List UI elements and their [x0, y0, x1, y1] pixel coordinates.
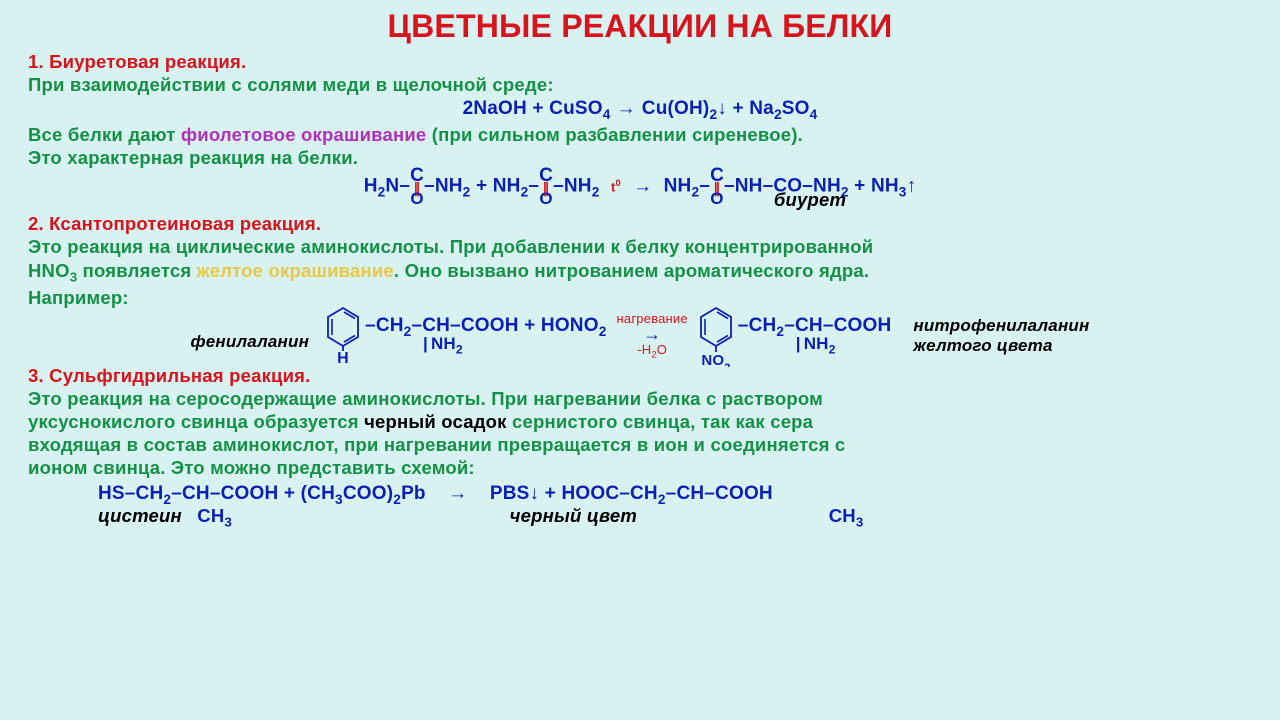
s3-line2: уксуснокислого свинца образуется черный …	[28, 410, 1252, 433]
phenylalanine-label: фенилаланин	[191, 332, 310, 352]
s1-eq1: 2NaOH + CuSO4→Cu(OH)2↓ + Na2SO4	[28, 96, 1252, 123]
section-1-head: 1. Биуретовая реакция.	[28, 51, 1252, 73]
yellow-color-label: желтого цвета	[913, 336, 1089, 356]
page-title: ЦВЕТНЫЕ РЕАКЦИИ НА БЕЛКИ	[28, 8, 1252, 45]
s1-line1: При взаимодействии с солями меди в щелоч…	[28, 73, 1252, 96]
s2-reaction: фенилаланин H –CH2–CH–COOH + HONO2 | NH2…	[28, 305, 1252, 367]
s1-line2: Все белки дают фиолетовое окрашивание (п…	[28, 123, 1252, 146]
s3-line3: входящая в состав аминокислот, при нагре…	[28, 433, 1252, 456]
section-2-head: 2. Ксантопротеиновая реакция.	[28, 213, 1252, 235]
svg-text:NO2: NO2	[701, 352, 730, 367]
s3-line4: ионом свинца. Это можно представить схем…	[28, 456, 1252, 479]
s1-line3: Это характерная реакция на белки.	[28, 146, 1252, 169]
svg-text:H: H	[337, 350, 349, 367]
s2-line2: HNO3 появляется желтое окрашивание. Оно …	[28, 259, 1252, 286]
s1-eq2: H2N–C∥O–NH2 + NH2–C∥O–NH2 t0→ NH2–C∥O–NH…	[28, 167, 1252, 211]
s2-line1: Это реакция на циклические аминокислоты.…	[28, 235, 1252, 258]
s3-sublabels: цистеин CH3 черный цвет CH3	[98, 504, 1252, 531]
section-3-head: 3. Сульфгидрильная реакция.	[28, 365, 1252, 387]
biuret-label: биурет	[774, 189, 846, 210]
nitrophen-label: нитрофенилаланин	[913, 316, 1089, 336]
s3-line1: Это реакция на серосодержащие аминокисло…	[28, 387, 1252, 410]
